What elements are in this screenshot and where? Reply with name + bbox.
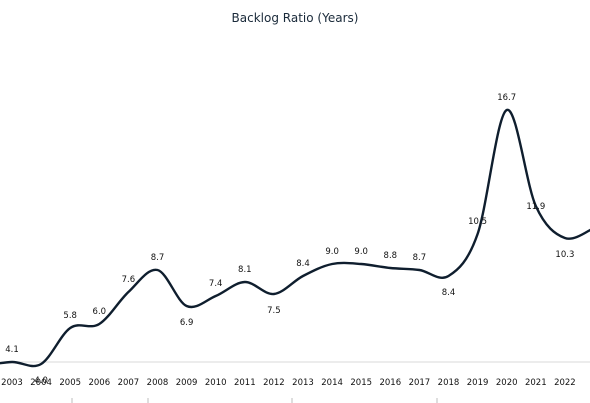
data-label: 9.0 xyxy=(325,247,339,257)
data-label: 8.4 xyxy=(442,288,456,298)
data-label: 4.1 xyxy=(5,345,19,355)
data-label: 5.8 xyxy=(63,311,77,321)
data-label: 7.6 xyxy=(122,275,136,285)
data-label: 6.9 xyxy=(180,318,194,328)
x-tick-label: 2022 xyxy=(554,378,576,388)
x-tick-label: 2006 xyxy=(88,378,110,388)
data-label: 7.5 xyxy=(267,306,281,316)
data-label: 8.1 xyxy=(238,265,252,275)
data-label: 16.7 xyxy=(497,93,516,103)
x-tick-label: 2020 xyxy=(496,378,518,388)
x-tick-label: 2009 xyxy=(176,378,198,388)
data-label: 9.0 xyxy=(354,247,368,257)
data-label: 7.4 xyxy=(209,279,223,289)
x-tick-label: 2019 xyxy=(467,378,489,388)
x-tick-label: 2007 xyxy=(118,378,140,388)
x-axis-ticks: 2003 2004 2005 2006 2007 2008 2009 2010 2011 2012… xyxy=(1,378,576,388)
x-tick-label: 2021 xyxy=(525,378,547,388)
x-tick-label: 2018 xyxy=(438,378,460,388)
x-tick-label: 2004 xyxy=(30,378,52,388)
data-label: 4.0 xyxy=(34,376,48,386)
x-tick-label: 2015 xyxy=(350,378,372,388)
data-label: 8.7 xyxy=(151,253,165,263)
data-label: 8.8 xyxy=(384,251,398,261)
x-tick-label: 2016 xyxy=(379,378,401,388)
x-tick-label: 2008 xyxy=(147,378,169,388)
chart-title: Backlog Ratio (Years) xyxy=(232,11,359,25)
x-tick-label: 2010 xyxy=(205,378,227,388)
data-label: 8.4 xyxy=(296,259,310,269)
data-label: 11.9 xyxy=(526,202,545,212)
data-label: 10.3 xyxy=(555,250,574,260)
data-label: 8.7 xyxy=(413,253,427,263)
data-label: 6.0 xyxy=(93,307,107,317)
x-tick-label: 2012 xyxy=(263,378,285,388)
series-line xyxy=(0,108,590,368)
x-tick-label: 2013 xyxy=(292,378,314,388)
x-tick-label: 2017 xyxy=(409,378,431,388)
data-labels: 4.1 4.0 5.8 6.0 7.6 8.7 6.9 7.4 8.1 7.5 8.4 9.0 9.0 8… xyxy=(5,93,574,386)
x-tick-label: 2011 xyxy=(234,378,256,388)
x-tick-label: 2014 xyxy=(321,378,343,388)
x-tick-label: 2003 xyxy=(1,378,23,388)
x-tick-label: 2005 xyxy=(59,378,81,388)
data-label: 10.5 xyxy=(468,217,487,227)
